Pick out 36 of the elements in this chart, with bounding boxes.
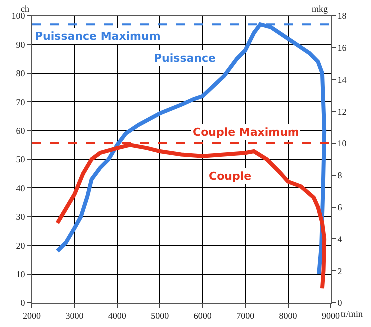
y-tick-label: 100 bbox=[12, 11, 26, 22]
y2-tick-label: 6 bbox=[338, 202, 343, 212]
y-tick-label: 0 bbox=[20, 298, 26, 308]
series-label: Puissance bbox=[154, 52, 216, 65]
y2-tick-label: 10 bbox=[338, 138, 348, 149]
x-tick-label: 5000 bbox=[151, 310, 170, 321]
y2-tick-label: 8 bbox=[338, 170, 343, 181]
y-tick-label: 20 bbox=[16, 240, 26, 251]
y2-tick-label: 14 bbox=[338, 74, 348, 85]
y2-tick-label: 18 bbox=[338, 11, 348, 22]
y-axis-title: ch bbox=[21, 4, 30, 14]
y2-tick-label: 0 bbox=[338, 298, 343, 308]
y2-tick-label: 16 bbox=[338, 43, 348, 54]
x-tick-label: 8000 bbox=[279, 310, 298, 321]
y-tick-label: 30 bbox=[16, 212, 26, 222]
x-tick-label: 9000 bbox=[322, 310, 340, 321]
y-tick-label: 80 bbox=[16, 68, 26, 79]
ref-line-label: Couple Maximum bbox=[193, 126, 300, 139]
y2-tick-label: 2 bbox=[338, 266, 342, 276]
y-tick-label: 50 bbox=[16, 154, 26, 165]
y-tick-label: 10 bbox=[16, 269, 26, 280]
ref-line-label: Puissance Maximum bbox=[35, 30, 161, 43]
x-tick-label: 3000 bbox=[66, 310, 84, 321]
y2-tick-label: 4 bbox=[338, 234, 343, 244]
y-tick-label: 40 bbox=[16, 183, 26, 194]
y-tick-label: 90 bbox=[16, 40, 26, 50]
series-label: Couple bbox=[209, 170, 252, 183]
y-tick-label: 70 bbox=[16, 97, 26, 108]
y2-tick-label: 12 bbox=[338, 106, 347, 117]
x-tick-label: 7000 bbox=[236, 310, 256, 321]
x-tick-label: 2000 bbox=[23, 310, 42, 321]
x-tick-label: 4000 bbox=[108, 310, 127, 321]
x-tick-label: 6000 bbox=[194, 310, 212, 321]
x-axis-title: tr/min bbox=[341, 309, 364, 319]
y-tick-label: 60 bbox=[16, 126, 26, 136]
y2-axis-title: mkg bbox=[312, 4, 328, 14]
